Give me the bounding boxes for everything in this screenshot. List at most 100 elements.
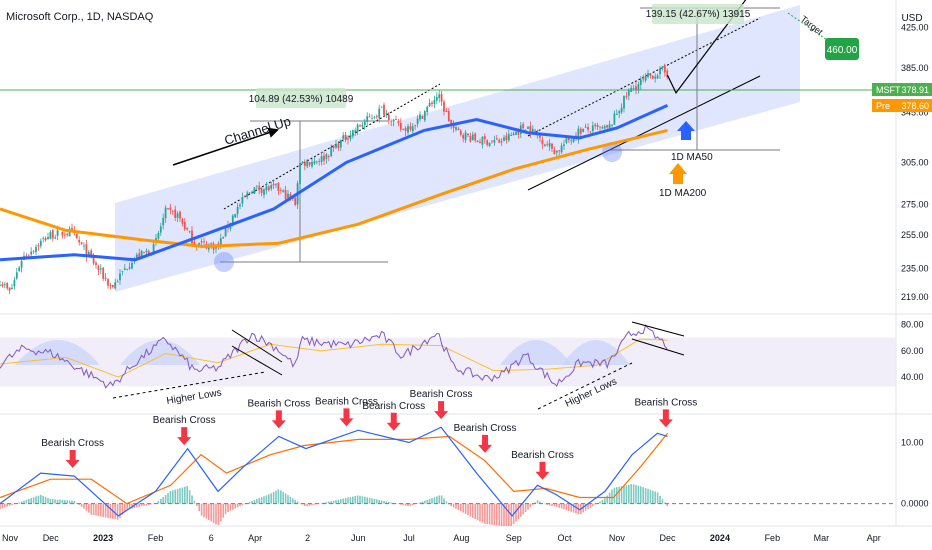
histogram-bar (232, 503, 234, 510)
histogram-bar (642, 487, 644, 504)
candle (6, 281, 9, 291)
candle (301, 161, 304, 164)
candle (481, 136, 484, 149)
histogram-bar (95, 503, 97, 516)
histogram-bar (620, 486, 623, 504)
candle (337, 141, 340, 152)
histogram-bar (131, 503, 133, 509)
candle (126, 268, 129, 271)
histogram-bar (421, 501, 424, 504)
candle (524, 129, 527, 131)
candle (584, 123, 587, 128)
histogram-bar (448, 503, 450, 505)
rsi-axis[interactable]: 80.00 60.00 40.00 (901, 320, 924, 383)
candle (666, 68, 669, 80)
down-arrow-icon (339, 408, 354, 427)
histogram-bar (469, 503, 472, 517)
channel-up-arrow (172, 127, 279, 166)
histogram-bar (78, 503, 80, 505)
rsi-arch-3 (500, 340, 572, 365)
histogram-bar (320, 503, 323, 504)
rsi-arch-4 (562, 340, 630, 365)
candles (0, 63, 669, 295)
candle (469, 132, 472, 143)
histogram-bar (236, 503, 239, 508)
histogram-bar (431, 498, 433, 504)
candle (565, 138, 568, 145)
histogram-bar (328, 501, 330, 504)
histogram-bar (349, 497, 352, 504)
histogram-bar (503, 503, 505, 526)
histogram-bar (222, 503, 224, 518)
histogram-bar (476, 503, 479, 521)
histogram-bar (556, 503, 558, 507)
histogram-bar (102, 503, 104, 517)
histogram-bar (83, 503, 85, 509)
histogram-bar (541, 502, 544, 504)
histogram-bar (419, 502, 421, 504)
histogram-bar (529, 503, 532, 508)
candle (510, 132, 513, 136)
bearish-cross-marker: Bearish Cross (41, 438, 104, 468)
histogram-bar (318, 503, 320, 505)
channel-lower-dashed (527, 75, 761, 191)
candle (267, 185, 270, 192)
histogram-bar (654, 491, 656, 504)
candle (553, 146, 556, 155)
histogram-bar (479, 503, 481, 522)
histogram-bar (664, 502, 666, 504)
bearish-cross-marker: Bearish Cross (362, 401, 425, 431)
candle (234, 213, 237, 218)
rsi-tick-label: 60.00 (901, 346, 924, 356)
premarket-ticker: Pre (876, 101, 890, 111)
ma-touch-marker-2 (602, 142, 622, 162)
histogram-bar (191, 495, 193, 504)
histogram-bar (436, 496, 438, 504)
candle (373, 115, 376, 120)
candle (440, 91, 443, 107)
candle (635, 81, 637, 95)
histogram-bar (13, 503, 16, 505)
candle (75, 232, 78, 240)
bearish-cross-label: Bearish Cross (634, 397, 697, 408)
candle (618, 109, 621, 119)
macd-pane[interactable] (0, 414, 896, 526)
histogram-bar (666, 503, 668, 506)
price-axis[interactable]: 219.00 235.00 255.00 275.00 305.00 345.00 385.… (901, 23, 929, 302)
histogram-bar (644, 488, 647, 504)
candle (476, 139, 479, 143)
histogram-bar (104, 503, 107, 518)
histogram-bar (354, 496, 356, 504)
candle (416, 115, 419, 128)
bearish-cross-marker: Bearish Cross (247, 398, 310, 429)
time-axis[interactable]: Nov Dec 2023 Feb 6 Apr 2 Jun Jul Aug Sep Oct Nov Dec 2… (2, 533, 881, 543)
candle (649, 73, 652, 79)
candle (239, 202, 241, 210)
histogram-bar (344, 498, 347, 504)
candle (431, 100, 433, 108)
bearish-cross-label: Bearish Cross (410, 389, 473, 400)
histogram-bar (313, 503, 316, 505)
candle (555, 150, 558, 157)
candle (277, 182, 280, 196)
candle (18, 265, 21, 272)
candle (203, 237, 205, 245)
histogram-bar (306, 503, 308, 507)
histogram-bar (464, 503, 467, 514)
histogram-bar (284, 493, 287, 504)
macd-axis[interactable]: 10.00 0.0000 (901, 437, 929, 508)
histogram-bar (20, 501, 23, 504)
histogram-bar (491, 503, 493, 525)
histogram-bar (16, 503, 18, 504)
histogram-bar (611, 489, 613, 504)
histogram-bar (176, 488, 179, 504)
rsi-line (0, 324, 668, 389)
time-tick-label: 2024 (710, 533, 730, 543)
histogram-bar (114, 503, 116, 520)
candle (347, 135, 349, 145)
price-tick-label: 345.00 (901, 107, 929, 117)
histogram-bar (505, 503, 508, 526)
histogram-bar (544, 503, 546, 505)
candle (397, 118, 400, 127)
